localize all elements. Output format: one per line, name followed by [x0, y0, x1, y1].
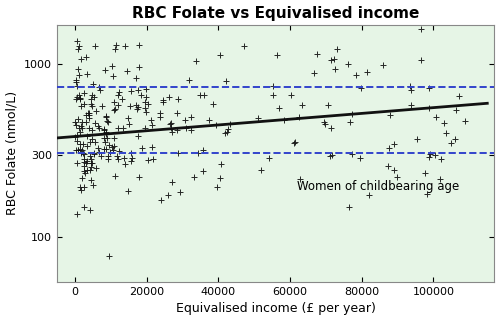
Title: RBC Folate vs Equivalised income: RBC Folate vs Equivalised income	[132, 5, 420, 21]
Text: Women of childbearing age: Women of childbearing age	[297, 180, 460, 193]
X-axis label: Equivalised income (£ per year): Equivalised income (£ per year)	[176, 302, 376, 316]
Y-axis label: RBC Folate (nmol/L): RBC Folate (nmol/L)	[6, 91, 18, 215]
